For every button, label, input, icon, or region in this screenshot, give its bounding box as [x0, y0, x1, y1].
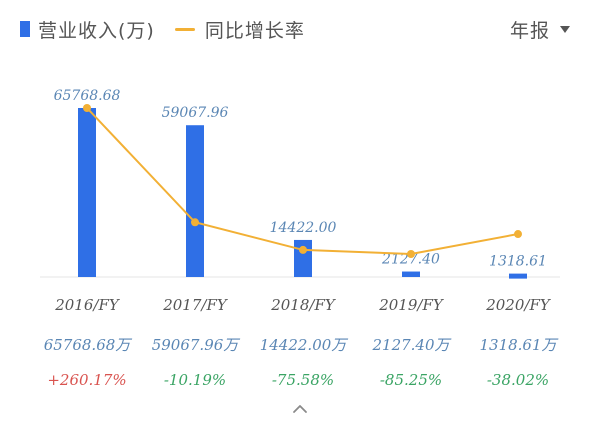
- growth-value: -85.25%: [379, 371, 443, 389]
- category-row: 2016/FY 2017/FY 2018/FY 2019/FY 2020/FY: [0, 296, 600, 318]
- revenue-chart: 65768.68 59067.96 14422.00 2127.40 1318.61: [40, 88, 560, 279]
- category-label: 2019/FY: [379, 296, 443, 314]
- period-selector[interactable]: 年报: [509, 18, 570, 42]
- period-selector-label: 年报: [509, 19, 550, 42]
- growth-point[interactable]: [83, 104, 91, 112]
- category-label: 2016/FY: [55, 296, 119, 314]
- growth-legend-label: 同比增长率: [204, 19, 305, 42]
- revenue-bar[interactable]: [294, 239, 312, 277]
- revenue-value: 59067.96万: [151, 336, 239, 354]
- chevron-up-icon[interactable]: [292, 404, 308, 414]
- category-label: 2020/FY: [486, 296, 550, 314]
- bar-value-label: 2127.40: [381, 252, 440, 268]
- revenue-bar[interactable]: [186, 125, 204, 277]
- growth-value: +260.17%: [47, 371, 127, 389]
- category-label: 2018/FY: [271, 296, 335, 314]
- growth-legend-swatch: [174, 27, 195, 31]
- revenue-value: 65768.68万: [43, 336, 131, 354]
- growth-point[interactable]: [514, 230, 522, 239]
- growth-row: +260.17% -10.19% -75.58% -85.25% -38.02%: [0, 371, 600, 393]
- bar-value-label: 65768.68: [54, 88, 121, 104]
- revenue-legend-label: 营业收入(万): [38, 19, 155, 42]
- growth-point[interactable]: [191, 218, 199, 227]
- growth-value: -10.19%: [163, 371, 227, 389]
- growth-value: -38.02%: [486, 371, 550, 389]
- revenue-legend-swatch: [20, 21, 30, 37]
- revenue-bar[interactable]: [402, 271, 420, 277]
- bar-value-label: 59067.96: [162, 105, 229, 121]
- growth-point[interactable]: [407, 250, 415, 258]
- caret-down-icon: [560, 25, 570, 33]
- revenue-value: 2127.40万: [372, 336, 450, 354]
- revenue-value: 14422.00万: [259, 336, 347, 354]
- revenue-bar[interactable]: [509, 273, 527, 279]
- chart-legend: 营业收入(万) 同比增长率: [20, 18, 325, 42]
- revenue-value: 1318.61万: [479, 336, 557, 354]
- revenue-bar[interactable]: [78, 108, 96, 277]
- growth-value: -75.58%: [271, 371, 335, 389]
- revenue-row: 65768.68万 59067.96万 14422.00万 2127.40万 1318.…: [0, 334, 600, 356]
- category-label: 2017/FY: [163, 296, 227, 314]
- bar-value-label: 14422.00: [270, 220, 337, 236]
- bar-value-label: 1318.61: [489, 254, 547, 270]
- growth-point[interactable]: [299, 245, 307, 254]
